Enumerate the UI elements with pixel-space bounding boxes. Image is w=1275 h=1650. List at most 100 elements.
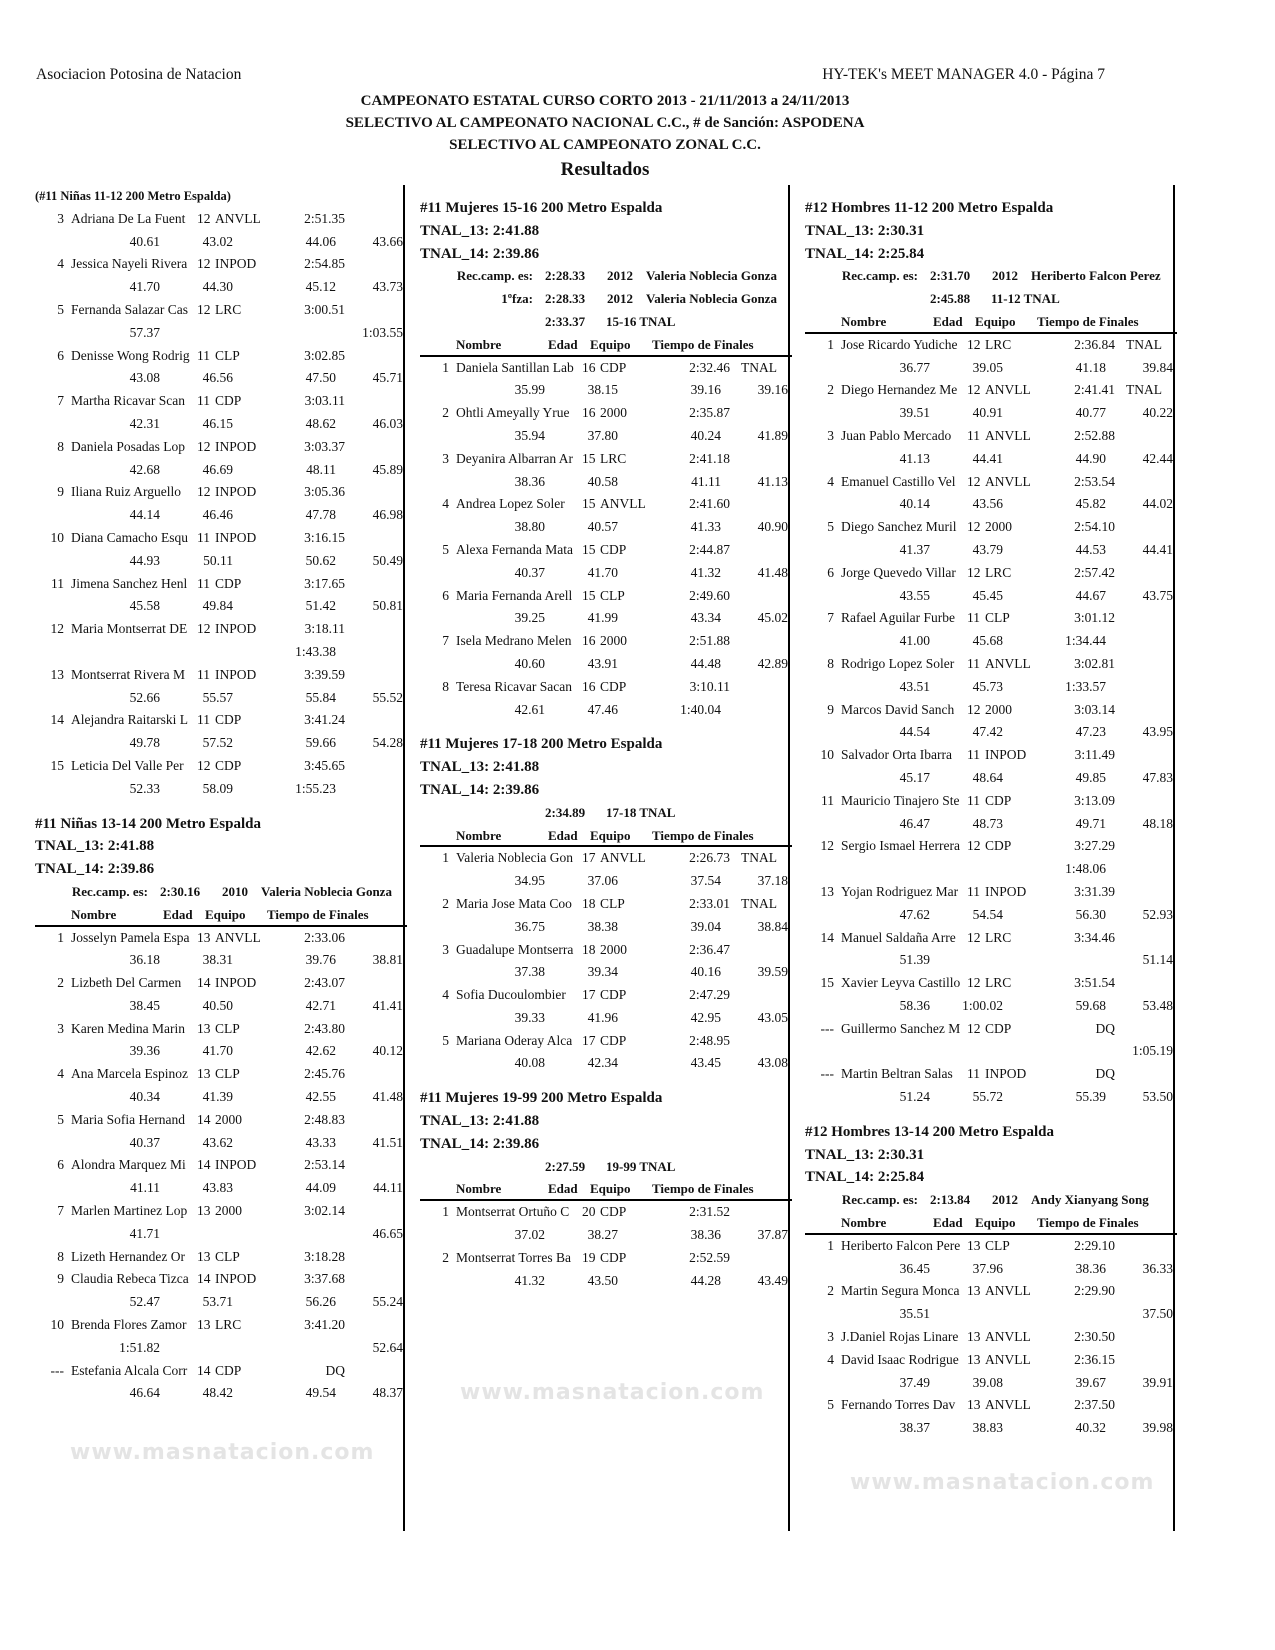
result-row: 6 Alondra Marquez Mi 14 INPOD 2:53.14 — [35, 1154, 407, 1177]
final-time: 2:29.10 — [1074, 1237, 1115, 1253]
results-column-2: #11 Mujeres 15-16 200 Metro Espalda TNAL_… — [420, 185, 792, 1292]
split-time: 41.37 — [899, 541, 930, 557]
split-time: 56.26 — [305, 1294, 336, 1310]
record-label: 1ºfza: — [501, 291, 533, 307]
age: 11 — [967, 792, 980, 808]
header-time: Tiempo de Finales — [652, 827, 754, 843]
final-time: DQ — [325, 1362, 346, 1378]
split-time: 36.33 — [1142, 1260, 1173, 1276]
split-time: 59.68 — [1075, 997, 1106, 1013]
split-time: 43.50 — [587, 1272, 618, 1288]
final-time: 3:17.65 — [304, 575, 345, 591]
split-time: 55.39 — [1075, 1089, 1106, 1105]
split-time: 57.37 — [129, 324, 160, 340]
qualifying-standard: TNAL_14: 2:25.84 — [805, 245, 925, 262]
age: 12 — [967, 382, 981, 398]
split-time: 45.71 — [372, 370, 403, 386]
age: 13 — [967, 1237, 981, 1253]
place: 5 — [442, 1032, 449, 1048]
split-time: 37.54 — [690, 873, 721, 889]
final-time: 2:48.95 — [689, 1032, 730, 1048]
team: 2000 — [600, 941, 627, 957]
header-team: Equipo — [590, 827, 631, 843]
qualifying-standard: TNAL_13: 2:41.88 — [420, 222, 540, 239]
result-row: 2 Maria Jose Mata Coo 18 CLP 2:33.01 TNAL — [420, 893, 792, 916]
meet-title-block: CAMPEONATO ESTATAL CURSO CORTO 2013 - 21… — [0, 90, 1210, 184]
qualifying-standard: TNAL_13: 2:41.88 — [420, 759, 540, 776]
team: CDP — [215, 575, 242, 591]
header-name: Nombre — [456, 827, 502, 843]
final-time: 2:36.84 — [1074, 336, 1115, 352]
age: 12 — [197, 210, 211, 226]
split-time: 42.55 — [305, 1089, 336, 1105]
split-time: 42.44 — [1142, 450, 1173, 466]
team: CDP — [600, 1249, 627, 1265]
swimmer-name: Alexa Fernanda Mata — [456, 541, 573, 557]
result-row: 2 Martin Segura Monca 13 ANVLL 2:29.90 — [805, 1280, 1177, 1303]
result-row: 8 Daniela Posadas Lop 12 INPOD 3:03.37 — [35, 436, 407, 459]
record-time: 2:28.33 — [545, 291, 586, 307]
splits-row: 45.17 48.64 49.85 47.83 — [805, 767, 1177, 790]
splits-row: 38.45 40.50 42.71 41.41 — [35, 995, 407, 1018]
final-time: 2:41.60 — [689, 496, 730, 512]
split-time: 55.57 — [202, 689, 233, 705]
final-time: 2:36.47 — [689, 941, 730, 957]
team: CDP — [600, 678, 627, 694]
split-time: 39.16 — [757, 382, 788, 398]
split-time: 43.08 — [129, 370, 160, 386]
column-divider — [403, 185, 405, 1531]
result-row: 8 Lizeth Hernandez Or 13 CLP 3:18.28 — [35, 1246, 407, 1269]
split-time: 44.02 — [1142, 496, 1173, 512]
swimmer-name: Alondra Marquez Mi — [71, 1157, 186, 1173]
team: LRC — [985, 929, 1012, 945]
result-row: 3 J.Daniel Rojas Linare 13 ANVLL 2:30.50 — [805, 1326, 1177, 1349]
split-time: 39.76 — [305, 952, 336, 968]
split-time: 39.91 — [1142, 1374, 1173, 1390]
split-time: 37.50 — [1142, 1306, 1173, 1322]
age: 11 — [967, 610, 980, 626]
swimmer-name: Adriana De La Fuent — [71, 210, 186, 226]
final-time: 3:02.81 — [1074, 655, 1115, 671]
splits-row: 1:43.38 — [35, 641, 407, 664]
qualified-tag: TNAL — [741, 850, 777, 866]
place: 14 — [820, 929, 835, 945]
split-time: 40.91 — [972, 405, 1003, 421]
splits-row: 35.99 38.15 39.16 39.16 — [420, 379, 792, 402]
splits-row: 40.37 41.70 41.32 41.48 — [420, 562, 792, 585]
splits-row: 34.95 37.06 37.54 37.18 — [420, 870, 792, 893]
swimmer-name: Mariana Oderay Alca — [456, 1032, 573, 1048]
split-time: 1:55.23 — [295, 780, 336, 796]
team: ANVLL — [600, 496, 646, 512]
swimmer-name: Valeria Noblecia Gon — [456, 850, 573, 866]
age: 11 — [967, 1066, 980, 1082]
team: 2000 — [600, 633, 627, 649]
team: CDP — [215, 393, 242, 409]
swimmer-name: Ana Marcela Espinoz — [71, 1066, 188, 1082]
line: TNAL_14: 2:39.86 — [420, 1133, 792, 1156]
final-time: 2:49.60 — [689, 587, 730, 603]
final-time: 3:03.37 — [304, 438, 345, 454]
split-time: 41.13 — [899, 450, 930, 466]
split-time: 44.09 — [305, 1180, 336, 1196]
swimmer-name: Diego Sanchez Muril — [841, 519, 957, 535]
split-time: 42.31 — [129, 415, 160, 431]
split-time: 46.47 — [899, 815, 930, 831]
result-row: 6 Maria Fernanda Arell 15 CLP 2:49.60 — [420, 585, 792, 608]
result-row: 10 Salvador Orta Ibarra 11 INPOD 3:11.49 — [805, 744, 1177, 767]
split-time: 42.61 — [514, 701, 545, 717]
qualifying-standard: TNAL_13: 2:41.88 — [35, 838, 155, 855]
result-row: --- Guillermo Sanchez M 12 CDP DQ — [805, 1018, 1177, 1041]
splits-row: 41.70 44.30 45.12 43.73 — [35, 276, 407, 299]
record-label: Rec.camp. es: — [71, 883, 148, 899]
event-title: #12 Hombres 11-12 200 Metro Espalda — [805, 200, 1054, 216]
result-row: 1 Heriberto Falcon Pere 13 CLP 2:29.10 — [805, 1235, 1177, 1258]
splits-row: 42.31 46.15 48.62 46.03 — [35, 413, 407, 436]
split-time: 41.70 — [587, 564, 618, 580]
place: 9 — [57, 484, 64, 500]
record-holder: Valeria Noblecia Gonza — [646, 291, 777, 307]
split-time: 43.83 — [202, 1180, 233, 1196]
split-time: 49.85 — [1075, 769, 1106, 785]
result-row: 1 Valeria Noblecia Gon 17 ANVLL 2:26.73 TNAL — [420, 847, 792, 870]
team: INPOD — [215, 529, 257, 545]
split-time: 38.80 — [514, 519, 545, 535]
